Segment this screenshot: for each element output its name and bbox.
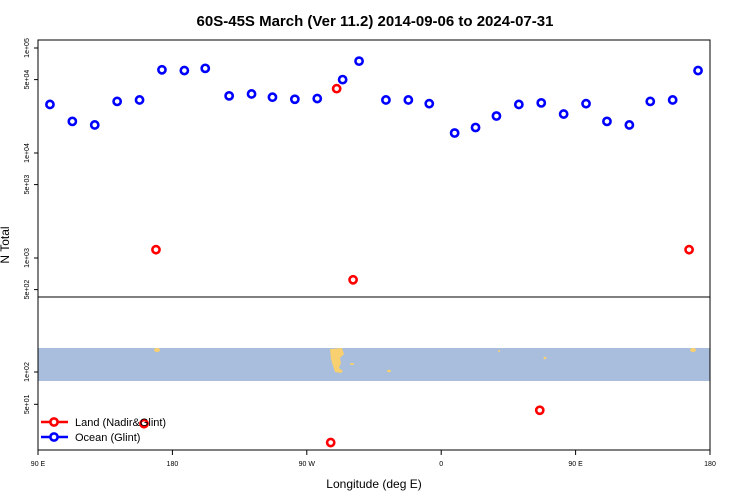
new-zealand-land: [690, 348, 696, 352]
ocean-point: [602, 116, 612, 127]
legend-land-marker: [49, 417, 59, 427]
ocean-point: [424, 98, 435, 109]
ocean-point: [312, 93, 323, 104]
land-point: [151, 244, 161, 255]
y-tick-label: 1e+05: [24, 38, 31, 58]
ocean-point: [470, 122, 481, 133]
x-tick-label: 0: [439, 461, 443, 468]
new-zealand-land: [154, 348, 160, 352]
island-land: [498, 350, 500, 352]
y-axis: 5e+01 1e+02 5e+02 1e+03 5e+03 1e+04 5e+04 1e+05: [24, 38, 38, 414]
y-tick-label: 5e+03: [24, 175, 31, 195]
ocean-point: [112, 96, 123, 107]
ocean-point: [289, 94, 300, 105]
ocean-band: [38, 348, 710, 381]
data-points: [45, 56, 703, 448]
ocean-point: [491, 111, 502, 121]
ocean-point: [200, 63, 211, 74]
ocean-point: [45, 99, 55, 110]
y-tick-label: 5e+02: [24, 280, 31, 300]
land-point: [325, 437, 336, 448]
land-point: [684, 244, 694, 255]
x-tick-label: 90 E: [568, 461, 583, 468]
ocean-point: [157, 64, 167, 75]
island-land: [543, 356, 547, 360]
ocean-point: [246, 89, 257, 99]
legend-ocean-label: Ocean (Glint): [75, 432, 140, 444]
land-point: [534, 405, 545, 416]
ocean-point: [381, 95, 391, 105]
chart-title: 60S-45S March (Ver 11.2) 2014-09-06 to 2…: [197, 13, 554, 30]
land-point: [139, 418, 149, 429]
legend: Land (Nadir&Glint) Ocean (Glint): [41, 417, 166, 444]
x-tick-label: 90 W: [299, 461, 316, 468]
ocean-point: [581, 98, 591, 109]
x-axis: 90 E 180 90 W 0 90 E 180: [31, 450, 716, 468]
ocean-point: [645, 96, 656, 107]
plot-frame: [37, 39, 711, 451]
ocean-point: [403, 95, 414, 105]
south-america-land: [330, 348, 344, 373]
land-point: [331, 83, 342, 94]
ocean-point: [449, 128, 460, 138]
x-tick-label: 180: [704, 461, 716, 468]
legend-ocean-marker: [49, 432, 59, 442]
ocean-point: [536, 98, 547, 108]
ocean-point: [67, 116, 78, 127]
y-tick-label: 5e+01: [24, 394, 31, 414]
ocean-point: [667, 95, 678, 105]
ocean-point: [337, 74, 348, 85]
ocean-point: [558, 109, 569, 119]
x-tick-label: 180: [167, 461, 179, 468]
ocean-point: [89, 120, 100, 130]
ocean-point: [224, 90, 235, 101]
y-axis-label: N Total: [0, 226, 12, 263]
falkland-islands-land: [350, 363, 354, 365]
y-tick-label: 1e+03: [24, 248, 31, 268]
ocean-point: [267, 92, 278, 103]
map-strip: [38, 348, 710, 381]
land-point: [348, 274, 358, 285]
y-tick-label: 5e+04: [24, 70, 31, 90]
y-tick-label: 1e+02: [24, 362, 31, 382]
legend-land-label: Land (Nadir&Glint): [75, 417, 166, 429]
y-tick-label: 1e+04: [24, 143, 31, 163]
ocean-point: [179, 65, 190, 76]
x-axis-label: Longitude (deg E): [326, 477, 421, 491]
south-georgia-land: [387, 369, 391, 373]
ocean-point: [693, 65, 703, 76]
ocean-point: [354, 56, 364, 67]
x-tick-label: 90 E: [31, 461, 46, 468]
ocean-point: [624, 120, 635, 130]
ocean-point: [513, 99, 524, 110]
ocean-point: [134, 95, 145, 105]
